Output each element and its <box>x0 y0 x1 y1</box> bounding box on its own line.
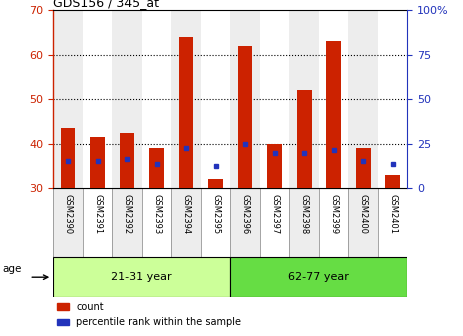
Text: GSM2396: GSM2396 <box>241 194 250 234</box>
Bar <box>238 46 252 188</box>
Text: 21-31 year: 21-31 year <box>112 272 172 282</box>
Bar <box>231 257 407 297</box>
Text: count: count <box>76 302 104 311</box>
Text: GSM2401: GSM2401 <box>388 194 397 234</box>
Bar <box>289 188 319 257</box>
Bar <box>267 143 282 188</box>
Bar <box>260 10 289 188</box>
Bar <box>83 10 113 188</box>
Bar <box>319 188 349 257</box>
Bar <box>57 319 69 325</box>
Text: GSM2395: GSM2395 <box>211 194 220 234</box>
Bar <box>378 10 407 188</box>
Bar <box>142 10 171 188</box>
Bar <box>53 257 231 297</box>
Bar <box>385 175 400 188</box>
Bar <box>349 10 378 188</box>
Bar <box>201 10 231 188</box>
Bar <box>356 148 370 188</box>
Bar <box>201 188 231 257</box>
Bar <box>113 10 142 188</box>
Bar <box>149 148 164 188</box>
Bar <box>90 137 105 188</box>
Bar <box>113 188 142 257</box>
Bar <box>119 132 134 188</box>
Text: GSM2392: GSM2392 <box>123 194 131 234</box>
Text: GSM2391: GSM2391 <box>93 194 102 234</box>
Bar <box>289 10 319 188</box>
Bar <box>171 10 201 188</box>
Bar <box>378 188 407 257</box>
Bar <box>142 188 171 257</box>
Bar <box>171 188 201 257</box>
Text: age: age <box>3 264 22 274</box>
Bar <box>179 37 194 188</box>
Bar <box>326 41 341 188</box>
Text: GSM2390: GSM2390 <box>63 194 73 234</box>
Bar <box>83 188 113 257</box>
Text: GSM2400: GSM2400 <box>359 194 368 234</box>
Bar <box>208 179 223 188</box>
Text: GSM2398: GSM2398 <box>300 194 309 234</box>
Bar <box>231 10 260 188</box>
Bar <box>61 128 75 188</box>
Text: percentile rank within the sample: percentile rank within the sample <box>76 317 241 327</box>
Bar <box>57 303 69 310</box>
Text: GDS156 / 345_at: GDS156 / 345_at <box>53 0 159 9</box>
Bar <box>319 10 349 188</box>
Bar <box>53 188 83 257</box>
Text: GSM2397: GSM2397 <box>270 194 279 234</box>
Text: GSM2393: GSM2393 <box>152 194 161 234</box>
Bar <box>53 10 83 188</box>
Text: GSM2399: GSM2399 <box>329 194 338 234</box>
Text: GSM2394: GSM2394 <box>181 194 191 234</box>
Bar <box>260 188 289 257</box>
Text: 62-77 year: 62-77 year <box>288 272 349 282</box>
Bar <box>349 188 378 257</box>
Bar <box>231 188 260 257</box>
Bar <box>297 90 312 188</box>
